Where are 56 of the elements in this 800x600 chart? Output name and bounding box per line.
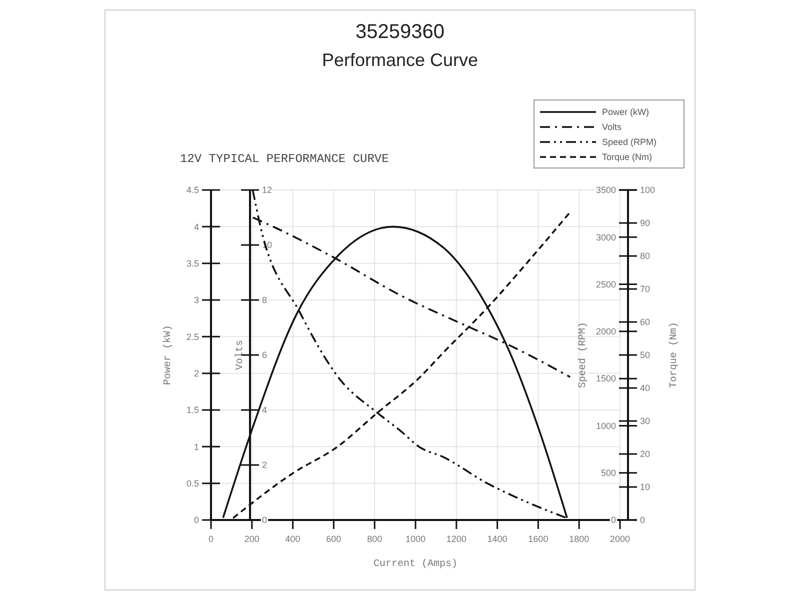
text: 12V TYPICAL PERFORMANCE CURVE xyxy=(180,152,389,166)
text: Power (kW) xyxy=(602,107,649,118)
y-tick-label: 3 xyxy=(194,295,199,306)
y-tick-label: 80 xyxy=(640,251,650,262)
y-tick-label: 60 xyxy=(640,317,650,328)
x-tick-label: 1800 xyxy=(569,534,590,544)
text: Torque (Nm) xyxy=(602,152,652,162)
y-tick-label: 50 xyxy=(640,350,650,360)
y-tick-label: 2.5 xyxy=(186,332,199,342)
text: Speed (RPM) xyxy=(602,137,657,148)
y-tick-label: 3000 xyxy=(596,232,616,242)
chart-title: 35259360 xyxy=(356,21,444,43)
text: Volts xyxy=(602,122,622,132)
y-tick-label: 12 xyxy=(262,185,272,196)
y-tick-label: 3.5 xyxy=(186,258,199,268)
y-tick-label: 2 xyxy=(262,460,268,470)
y-tick-label: 0.5 xyxy=(186,478,199,488)
y-tick-label: 30 xyxy=(640,416,650,426)
x-tick-label: 2000 xyxy=(610,534,630,544)
y-tick-label: 0 xyxy=(194,515,199,526)
y-tick-label: 20 xyxy=(640,449,650,460)
x-tick-label: 1200 xyxy=(446,534,466,544)
y-tick-label: 4.5 xyxy=(186,185,199,196)
y-axis-title: Torque (Nm) xyxy=(668,322,680,388)
y-tick-label: 1.5 xyxy=(186,405,199,416)
y-tick-label: 2 xyxy=(194,368,199,378)
y-tick-label: 1500 xyxy=(596,374,616,384)
x-tick-label: 800 xyxy=(367,534,382,544)
y-tick-label: 0 xyxy=(640,515,646,526)
x-tick-label: 200 xyxy=(244,534,260,544)
y-tick-label: 3500 xyxy=(596,185,616,196)
y-axis-title: Speed (RPM) xyxy=(577,322,589,388)
x-tick-label: 0 xyxy=(208,534,214,544)
y-tick-label: 4 xyxy=(262,405,268,416)
x-tick-label: 1000 xyxy=(405,534,426,544)
y-tick-label: 4 xyxy=(194,222,199,232)
y-tick-label: 2500 xyxy=(596,279,616,290)
x-axis-title: Current (Amps) xyxy=(373,558,458,570)
y-axis-title: Power (kW) xyxy=(162,324,174,386)
x-tick-label: 1600 xyxy=(528,534,548,544)
y-tick-label: 500 xyxy=(600,468,616,478)
y-tick-label: 1 xyxy=(194,442,199,452)
y-tick-label: 70 xyxy=(640,284,650,294)
y-tick-label: 90 xyxy=(640,218,650,228)
y-tick-label: 100 xyxy=(640,185,656,196)
y-axis-title: Volts xyxy=(234,340,246,370)
y-tick-label: 6 xyxy=(262,350,268,360)
x-tick-label: 400 xyxy=(285,534,300,544)
y-tick-label: 8 xyxy=(262,295,268,306)
y-tick-label: 1000 xyxy=(596,420,616,431)
x-tick-label: 600 xyxy=(326,534,342,544)
y-tick-label: 2000 xyxy=(596,326,616,337)
y-tick-label: 40 xyxy=(640,383,650,394)
y-tick-label: 10 xyxy=(640,482,650,492)
x-tick-label: 1400 xyxy=(487,534,508,544)
chart-subtitle: Performance Curve xyxy=(322,50,478,70)
